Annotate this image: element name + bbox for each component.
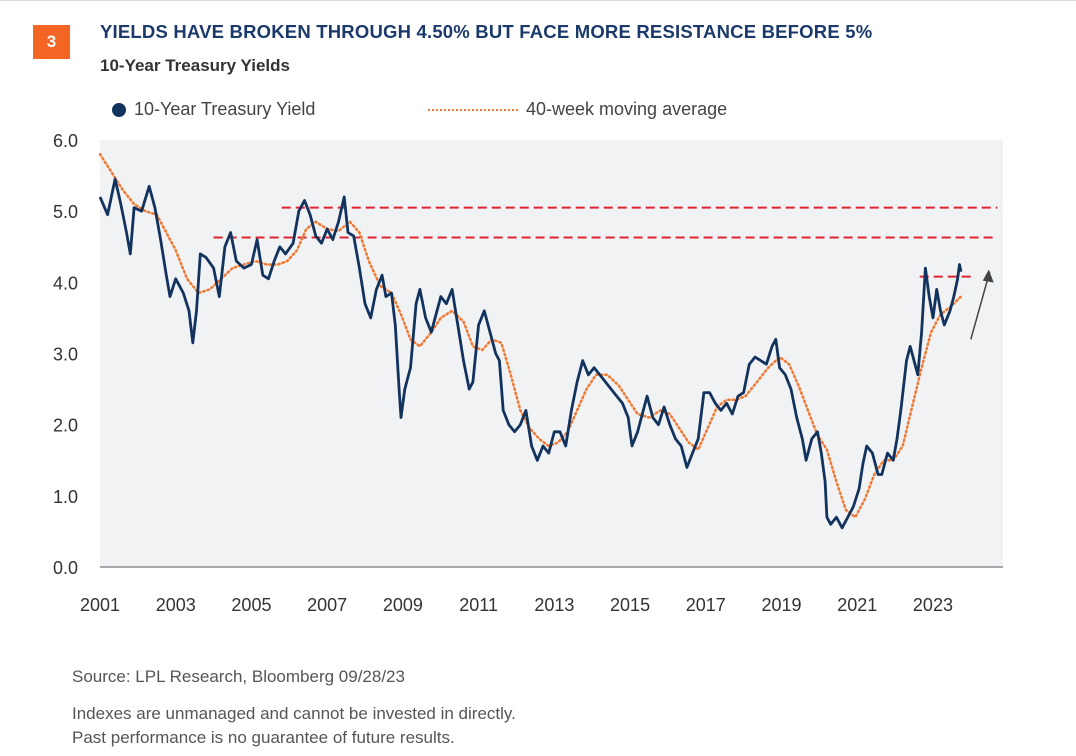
trend-arrow-head xyxy=(982,269,994,283)
x-tick-label: 2015 xyxy=(610,595,650,615)
chart-subtitle: 10-Year Treasury Yields xyxy=(100,56,290,75)
treasury-yield-line xyxy=(98,177,963,530)
figure-number-badge: 3 xyxy=(33,25,70,59)
y-tick-label: 3.0 xyxy=(53,345,78,365)
moving-average-line xyxy=(98,152,963,520)
x-tick-label: 2001 xyxy=(80,595,120,615)
x-tick-label: 2021 xyxy=(837,595,877,615)
disclaimer-line-2: Past performance is no guarantee of futu… xyxy=(72,728,455,747)
x-tick-label: 2019 xyxy=(761,595,801,615)
plot-area xyxy=(100,140,1003,567)
x-tick-label: 2005 xyxy=(231,595,271,615)
legend-marker-yield xyxy=(112,102,126,117)
x-tick-label: 2011 xyxy=(459,595,498,615)
yield-chart: 0.0 1.0 2.0 3.0 4.0 5.0 6.0 2001 2003 2005 2007 200… xyxy=(53,131,1003,615)
y-tick-label: 2.0 xyxy=(53,416,78,436)
x-tick-label: 2009 xyxy=(383,595,423,615)
y-tick-label: 0.0 xyxy=(53,558,78,578)
legend-marker-moving-average xyxy=(428,108,518,111)
x-tick-label: 2003 xyxy=(156,595,196,615)
legend-label-moving-average: 40-week moving average xyxy=(526,99,728,119)
y-tick-label: 4.0 xyxy=(53,273,78,293)
x-tick-label: 2017 xyxy=(686,595,726,615)
legend-label-yield: 10-Year Treasury Yield xyxy=(134,99,316,119)
y-tick-label: 6.0 xyxy=(53,131,78,151)
disclaimer-line-1: Indexes are unmanaged and cannot be inve… xyxy=(72,704,516,723)
y-tick-label: 1.0 xyxy=(53,487,78,507)
trend-arrow-shaft xyxy=(970,271,991,340)
x-tick-label: 2007 xyxy=(307,595,347,615)
chart-title: YIELDS HAVE BROKEN THROUGH 4.50% BUT FAC… xyxy=(100,21,873,42)
x-tick-label: 2013 xyxy=(534,595,574,615)
source-note: Source: LPL Research, Bloomberg 09/28/23 xyxy=(72,667,405,686)
legend-item-yield: 10-Year Treasury Yield xyxy=(112,99,315,120)
top-rule xyxy=(0,0,1076,1)
legend-item-moving-average: 40-week moving average xyxy=(428,99,727,120)
x-tick-label: 2023 xyxy=(913,595,953,615)
y-tick-label: 5.0 xyxy=(53,202,78,222)
